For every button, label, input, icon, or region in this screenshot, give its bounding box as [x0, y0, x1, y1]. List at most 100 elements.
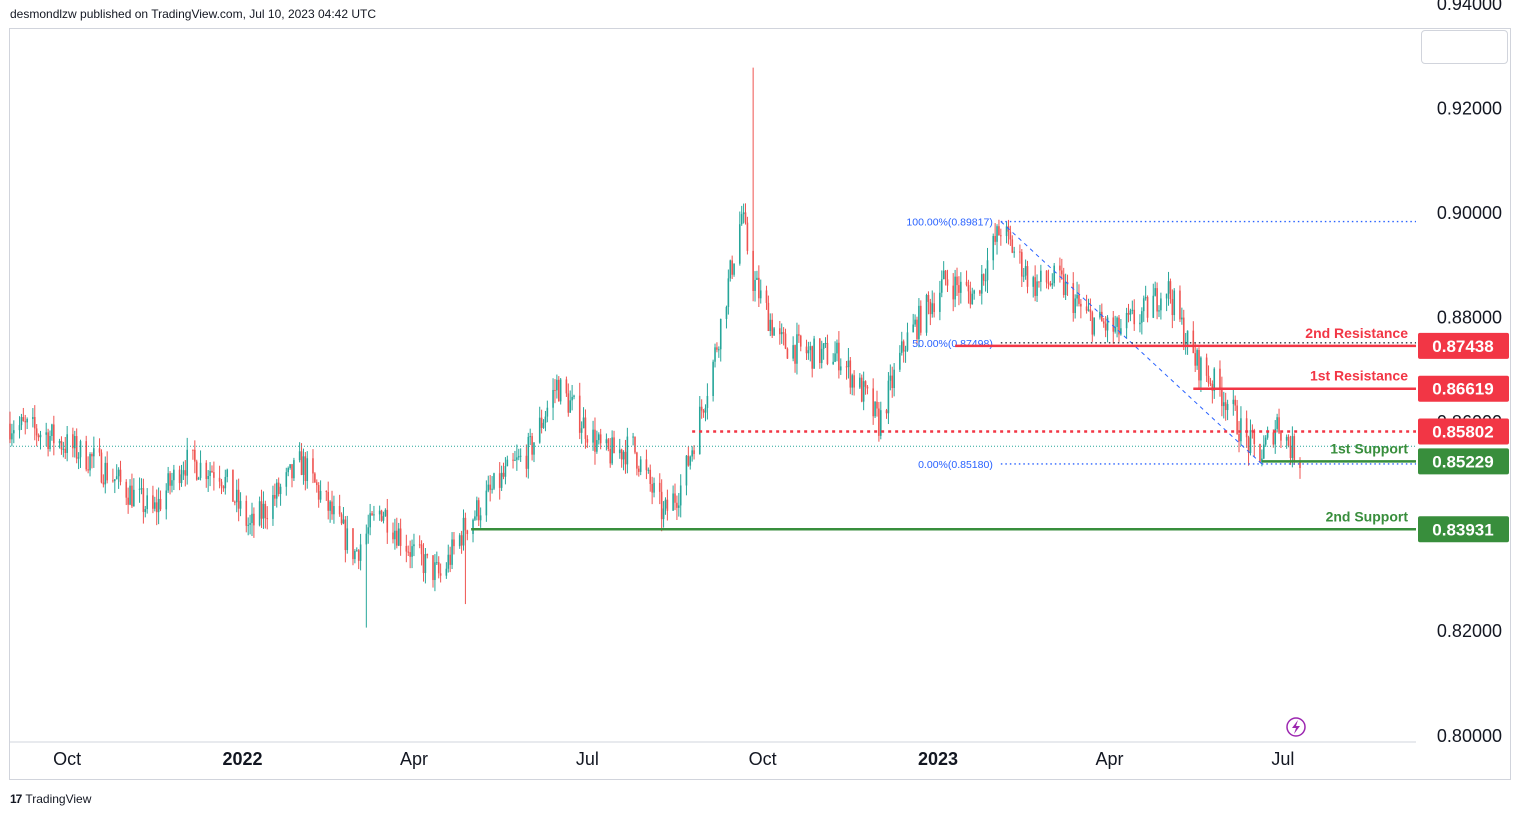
candle-body	[752, 250, 754, 291]
candle-body	[1278, 417, 1280, 433]
candle-body	[224, 476, 227, 489]
price-tick-label: 0.88000	[1437, 308, 1502, 328]
candle-body	[378, 510, 381, 515]
candle-body	[125, 481, 128, 498]
candle-body	[759, 290, 762, 299]
price-scale-settings-box[interactable]	[1421, 30, 1508, 64]
candle-body	[102, 482, 105, 485]
candle-body	[733, 263, 735, 275]
candle-body	[813, 338, 815, 369]
candle-body	[849, 360, 852, 388]
candle-body	[538, 417, 541, 443]
candle-body	[1165, 293, 1168, 299]
candle-body	[1034, 277, 1036, 296]
candle-body	[1200, 357, 1202, 381]
candle-body	[9, 423, 11, 440]
candle-body	[60, 441, 63, 450]
candle-body	[1106, 317, 1109, 331]
candle-body	[1198, 350, 1200, 381]
candle-body	[1085, 306, 1088, 311]
level-name-label: 1st Resistance	[1310, 368, 1408, 384]
time-axis: Oct 2022 Apr Jul Oct 2023 Apr Jul	[10, 741, 1416, 769]
candle-body	[131, 485, 133, 507]
candle-body	[979, 290, 981, 294]
candle-body	[344, 519, 347, 551]
candle-body	[584, 417, 587, 439]
candle-body	[1160, 298, 1162, 311]
candle-body	[144, 509, 147, 513]
lightning-icon[interactable]	[1286, 717, 1306, 737]
candle-body	[114, 479, 116, 482]
candle-body	[1293, 436, 1296, 463]
chart-frame[interactable]	[9, 28, 1511, 780]
candle-body	[826, 342, 829, 364]
candle-body	[447, 554, 450, 569]
candle-body	[839, 366, 842, 371]
price-tick-label: 0.90000	[1437, 203, 1502, 223]
price-tag	[1418, 448, 1509, 475]
candle-body	[1074, 298, 1076, 314]
candle-body	[889, 375, 892, 381]
candle-body	[1219, 368, 1221, 389]
candle-body	[51, 424, 53, 436]
candle-body	[925, 294, 928, 333]
candle-body	[878, 408, 880, 436]
candle-body	[565, 379, 568, 394]
candle-body	[533, 442, 535, 455]
candle-body	[1196, 350, 1198, 366]
candle-body	[786, 348, 789, 359]
candle-body	[687, 455, 690, 466]
price-tags-layer: 0.87438 0.86619 0.85802 0.85229 0.83931	[1418, 332, 1509, 543]
candle-body	[394, 530, 396, 540]
candle-body	[1274, 428, 1277, 445]
candle-body	[893, 369, 895, 388]
candle-body	[449, 554, 451, 565]
candle-body	[706, 395, 709, 408]
candle-body	[740, 214, 743, 225]
candle-body	[765, 290, 768, 303]
candle-body	[285, 472, 288, 487]
candle-body	[436, 562, 438, 564]
candle-body	[1169, 281, 1172, 299]
candle-body	[756, 277, 758, 280]
candle-body	[658, 482, 661, 492]
candle-body	[597, 434, 600, 441]
candle-body	[93, 448, 95, 457]
candle-body	[1207, 375, 1210, 384]
candle-body	[340, 514, 343, 524]
candle-body	[392, 532, 394, 540]
candle-body	[72, 434, 74, 449]
candle-body	[1127, 312, 1130, 315]
candle-body	[931, 303, 934, 315]
candle-body	[211, 470, 213, 473]
candle-body	[85, 441, 88, 470]
candle-body	[624, 451, 627, 465]
candle-body	[258, 501, 261, 526]
candle-body	[462, 517, 465, 546]
candle-body	[1061, 270, 1063, 275]
candle-body	[127, 497, 129, 505]
candle-body	[1049, 283, 1052, 286]
candle-body	[578, 395, 581, 433]
candle-body	[864, 381, 867, 387]
candle-body	[386, 509, 389, 533]
candle-body	[1021, 252, 1023, 277]
candle-body	[1272, 432, 1275, 445]
candle-body	[556, 379, 558, 391]
time-tick-label: Apr	[1095, 749, 1123, 769]
candle-body	[952, 285, 955, 300]
candle-body	[226, 469, 229, 477]
candle-body	[512, 459, 514, 461]
time-tick-label: 2022	[222, 749, 262, 769]
candle-body	[266, 518, 269, 520]
candle-body	[638, 468, 640, 472]
candle-body	[213, 472, 215, 478]
candle-body	[819, 338, 821, 364]
candle-body	[498, 473, 501, 488]
candle-body	[571, 396, 573, 401]
candle-body	[247, 524, 249, 526]
candle-body	[491, 488, 493, 490]
candle-body	[485, 490, 488, 516]
candle-body	[235, 489, 238, 503]
